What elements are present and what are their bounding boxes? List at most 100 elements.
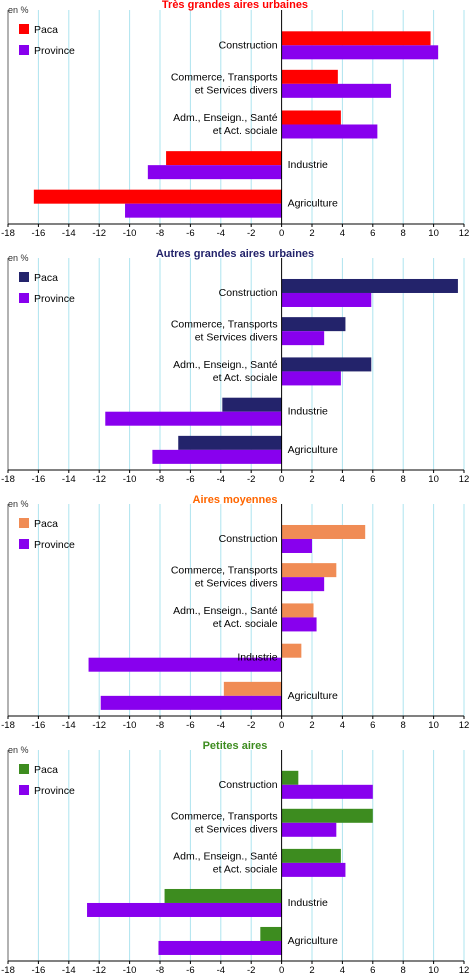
- x-tick-label: -8: [156, 720, 164, 731]
- x-tick-label: 10: [428, 720, 439, 731]
- bar-province-adm-enseign-sant: [281, 124, 378, 139]
- x-tick-label: 2: [309, 474, 314, 485]
- x-tick-label: -10: [123, 720, 137, 731]
- x-tick-label: -12: [92, 720, 106, 731]
- chart-title: Autres grandes aires urbaines: [156, 248, 314, 260]
- bar-paca-construction: [281, 278, 458, 293]
- x-tick-label: 6: [370, 228, 375, 239]
- bar-paca-commerce-transports: [281, 317, 346, 332]
- unit-label: en %: [8, 499, 29, 509]
- x-tick-label: 8: [401, 228, 406, 239]
- category-label: Adm., Enseign., Santé et Act. sociale: [173, 850, 278, 875]
- bar-paca-adm-enseign-sant: [281, 357, 372, 372]
- x-tick-label: -18: [1, 720, 15, 731]
- x-tick-label: -6: [186, 720, 194, 731]
- x-tick-label: -8: [156, 965, 164, 974]
- x-tick-label: 12: [459, 474, 470, 485]
- legend-swatch-paca: [19, 24, 29, 34]
- category-label: Agriculture: [288, 198, 338, 210]
- legend-label-province: Province: [34, 45, 75, 57]
- legend-label-paca: Paca: [34, 764, 58, 776]
- legend-swatch-province: [19, 785, 29, 795]
- chart-panel-tr-s-grandes-aires-urbaines: Très grandes aires urbaines en % Construct…: [1, 0, 469, 239]
- legend-label-paca: Paca: [34, 272, 58, 284]
- x-tick-label: -8: [156, 474, 164, 485]
- legend-swatch-province: [19, 293, 29, 303]
- x-tick-label: -4: [217, 965, 225, 974]
- bar-province-construction: [281, 45, 439, 60]
- category-label: Commerce, Transports et Services divers: [171, 71, 278, 96]
- x-tick-label: -10: [123, 965, 137, 974]
- x-tick-label: -12: [92, 474, 106, 485]
- bar-paca-adm-enseign-sant: [281, 603, 314, 618]
- bar-province-commerce-transports: [281, 331, 325, 346]
- legend-label-province: Province: [34, 539, 75, 551]
- bar-paca-adm-enseign-sant: [281, 110, 341, 125]
- x-tick-label: 10: [428, 474, 439, 485]
- bar-province-commerce-transports: [281, 83, 392, 98]
- x-tick-label: -16: [32, 965, 46, 974]
- bar-paca-industrie: [281, 643, 302, 658]
- legend-swatch-province: [19, 539, 29, 549]
- bar-paca-agriculture: [33, 189, 282, 204]
- category-label: Commerce, Transports et Services divers: [171, 565, 278, 590]
- bar-province-construction: [281, 292, 372, 307]
- x-tick-label: -4: [217, 474, 225, 485]
- unit-label: en %: [8, 745, 29, 755]
- bar-paca-commerce-transports: [281, 808, 373, 823]
- x-tick-label: -14: [62, 228, 76, 239]
- category-label: Industrie: [237, 652, 277, 664]
- x-tick-label: -16: [32, 474, 46, 485]
- x-tick-label: -16: [32, 720, 46, 731]
- x-tick-label: 2: [309, 965, 314, 974]
- x-tick-label: -2: [247, 965, 255, 974]
- legend-swatch-paca: [19, 518, 29, 528]
- category-label: Adm., Enseign., Santé et Act. sociale: [173, 605, 278, 630]
- legend-label-province: Province: [34, 293, 75, 305]
- x-tick-label: 0: [279, 965, 284, 974]
- category-label: Construction: [219, 287, 278, 299]
- bar-province-adm-enseign-sant: [281, 617, 317, 632]
- bar-province-agriculture: [125, 203, 282, 218]
- x-tick-label: 12: [459, 720, 470, 731]
- bar-province-adm-enseign-sant: [281, 371, 341, 386]
- bar-paca-construction: [281, 524, 366, 539]
- x-tick-label: -6: [186, 474, 194, 485]
- category-label: Construction: [219, 39, 278, 51]
- unit-label: en %: [8, 253, 29, 263]
- x-tick-label: 4: [340, 965, 345, 974]
- x-tick-label: -18: [1, 965, 15, 974]
- x-tick-label: 6: [370, 474, 375, 485]
- legend-label-paca: Paca: [34, 24, 58, 36]
- category-label: Agriculture: [288, 444, 338, 456]
- bar-province-agriculture: [158, 940, 282, 955]
- bar-province-commerce-transports: [281, 577, 325, 592]
- x-tick-label: 4: [340, 474, 345, 485]
- x-tick-label: -18: [1, 474, 15, 485]
- x-tick-label: 4: [340, 228, 345, 239]
- x-tick-label: 8: [401, 720, 406, 731]
- x-tick-label: 8: [401, 474, 406, 485]
- chart-title: Petites aires: [203, 740, 268, 752]
- category-label: Commerce, Transports et Services divers: [171, 319, 278, 344]
- category-label: Industrie: [288, 897, 328, 909]
- x-tick-label: -4: [217, 720, 225, 731]
- x-tick-label: -4: [217, 228, 225, 239]
- bar-paca-industrie: [164, 888, 282, 903]
- chart-panel-aires-moyennes: Aires moyennes en % Construction Commerce, …: [1, 494, 469, 731]
- legend-label-paca: Paca: [34, 518, 58, 530]
- bar-province-agriculture: [100, 695, 282, 710]
- bar-province-construction: [281, 784, 373, 799]
- bar-paca-adm-enseign-sant: [281, 848, 341, 863]
- unit-label: en %: [8, 5, 29, 15]
- bar-province-adm-enseign-sant: [281, 862, 346, 877]
- x-tick-label: -12: [92, 965, 106, 974]
- x-tick-label: -2: [247, 474, 255, 485]
- category-label: Construction: [219, 779, 278, 791]
- bar-paca-commerce-transports: [281, 69, 338, 84]
- legend-swatch-paca: [19, 272, 29, 282]
- x-tick-label: 6: [370, 720, 375, 731]
- category-label: Construction: [219, 533, 278, 545]
- bar-paca-agriculture: [178, 435, 282, 450]
- legend-swatch-paca: [19, 764, 29, 774]
